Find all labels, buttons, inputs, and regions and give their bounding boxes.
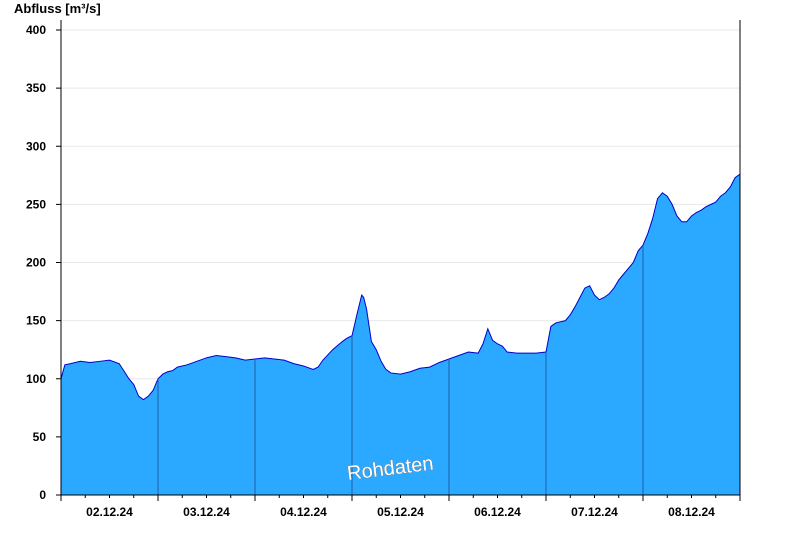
y-tick-label: 50 [33,430,47,444]
discharge-line [60,173,741,401]
y-tick-label: 200 [26,256,46,270]
x-tick-label: 02.12.24 [86,505,133,519]
discharge-area [61,174,740,495]
x-tick-label: 05.12.24 [377,505,424,519]
x-tick-label: 04.12.24 [280,505,327,519]
y-tick-label: 150 [26,314,46,328]
axes [56,20,741,501]
y-tick-label: 100 [26,372,46,386]
day-separators [157,245,644,495]
x-tick-label: 07.12.24 [571,505,618,519]
x-tick-label: 08.12.24 [668,505,715,519]
y-tick-label: 400 [26,23,46,37]
y-tick-label: 300 [26,139,46,153]
x-tick-label: 03.12.24 [183,505,230,519]
y-tick-labels: 0 50 100 150 200 250 300 350 400 [26,23,46,502]
y-axis-title: Abfluss [m³/s] [14,1,101,16]
y-tick-label: 250 [26,197,46,211]
x-tick-labels: 02.12.24 03.12.24 04.12.24 05.12.24 06.12.24… [86,505,715,519]
x-tick-label: 06.12.24 [474,505,521,519]
y-tick-label: 350 [26,81,46,95]
plot-area [60,173,741,495]
y-tick-label: 0 [39,488,46,502]
